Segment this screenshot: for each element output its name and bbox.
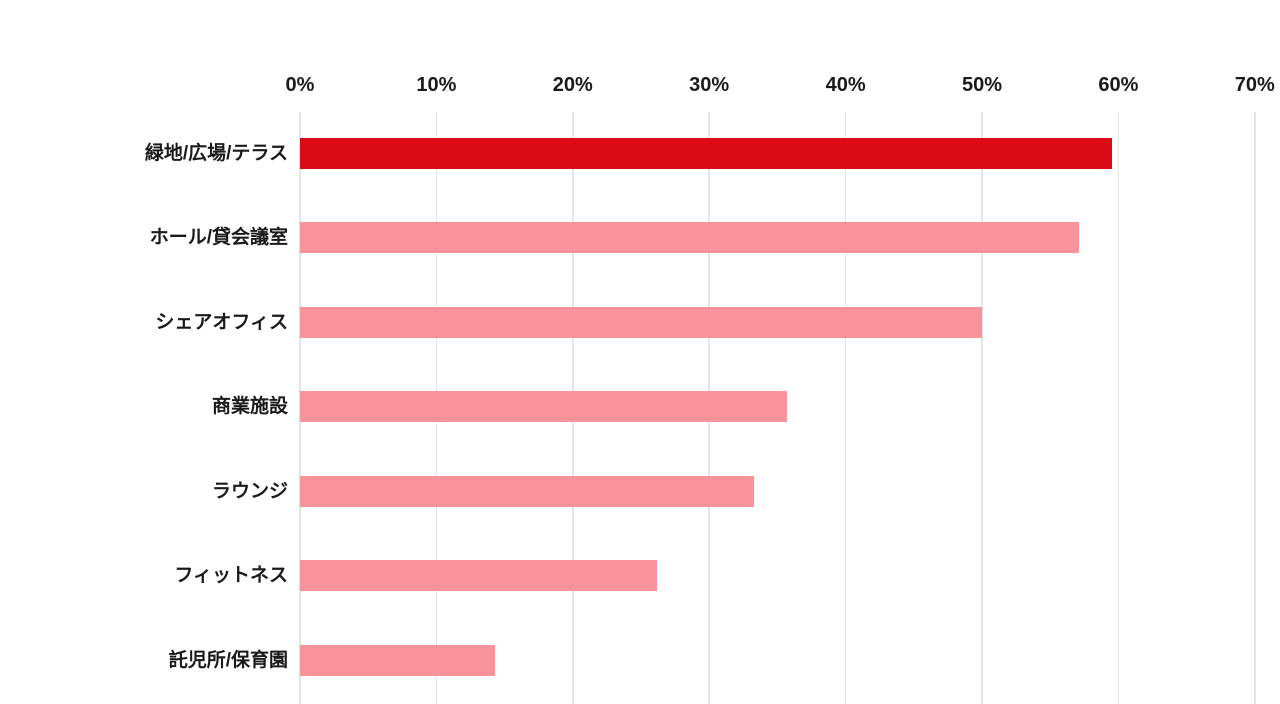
x-axis-tick-label: 50%	[961, 74, 1003, 96]
bar-6	[300, 644, 496, 676]
x-axis-tick-label: 60%	[1098, 74, 1139, 96]
category-label: ラウンジ	[211, 480, 288, 502]
gridline	[1254, 112, 1256, 704]
gridline	[1117, 112, 1120, 704]
gridline	[844, 112, 847, 704]
bar-5	[300, 560, 658, 592]
bar-0	[300, 137, 1112, 169]
gridline	[981, 112, 983, 704]
bar-3	[300, 391, 787, 423]
category-label: ホール/貸会議室	[149, 227, 288, 249]
x-axis-tick-label: 20%	[552, 74, 593, 96]
x-axis-tick-label: 40%	[825, 74, 866, 96]
x-axis-tick-label: 0%	[285, 74, 315, 96]
category-label: シェアオフィス	[155, 311, 288, 333]
category-label: フィットネス	[174, 565, 288, 587]
x-axis-tick-label: 10%	[416, 74, 457, 96]
category-label: 託児所/保育園	[168, 649, 288, 671]
x-axis-tick-label: 70%	[1234, 74, 1275, 96]
bar-1	[300, 222, 1079, 254]
x-axis-tick-label: 30%	[689, 74, 730, 96]
category-label: 緑地/広場/テラス	[144, 142, 288, 164]
bar-2	[300, 306, 982, 338]
bar-4	[300, 475, 755, 507]
category-label: 商業施設	[211, 396, 288, 418]
